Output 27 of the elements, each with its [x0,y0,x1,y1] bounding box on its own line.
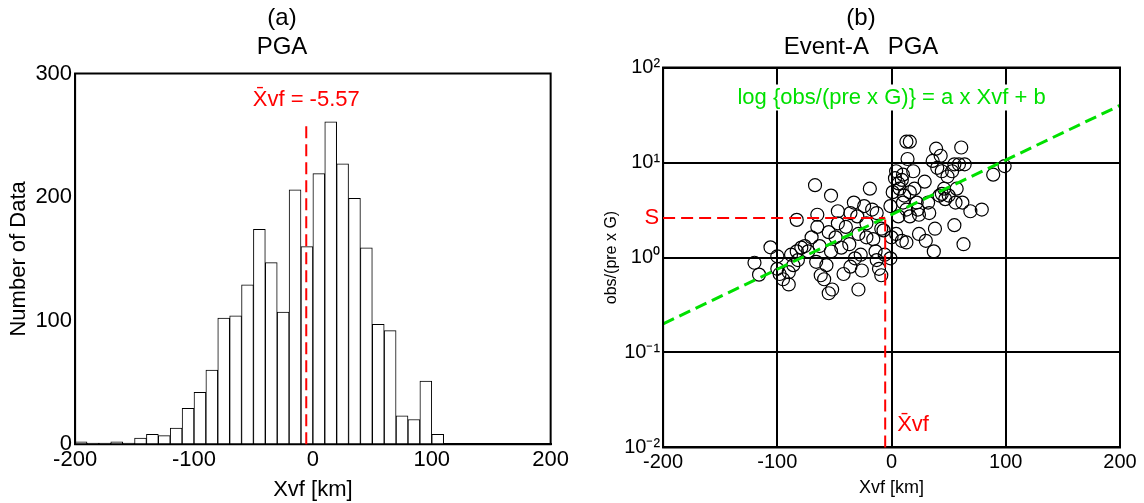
y-axis-title: obs/(pre x G) [602,210,620,305]
y-tick-label: 10⁻¹ [624,339,661,362]
chart-title: (b) [846,3,876,31]
x-tick-label: 0 [306,446,319,472]
y-tick-label: 200 [35,183,73,209]
x-axis-title: Xvf [km] [273,475,353,501]
ref-line-label: S [644,204,660,230]
y-axis-title: Number of Data [5,180,31,337]
x-tick-label: 0 [885,449,898,472]
x-tick-label: 100 [413,446,451,472]
y-tick-label: 10¹ [631,150,661,173]
chart-subtitle: Event-A PGA [783,31,939,59]
chart-subtitle: PGA [256,31,308,59]
x-tick-label: 200 [1103,449,1137,472]
chart-title: (a) [267,3,297,31]
ref-line-label: X̄vf [897,411,930,437]
y-tick-label: 300 [35,59,73,85]
y-tick-label: 100 [35,306,73,332]
series-label: log {obs/(pre x G)} = a x Xvf + b [737,83,1046,109]
ref-line-label: X̄vf = -5.57 [252,85,360,111]
y-tick-label: 10² [631,55,661,78]
x-tick-label: -100 [757,449,798,472]
x-tick-label: -100 [171,446,217,472]
x-tick-label: 200 [532,446,570,472]
x-tick-label: 100 [989,449,1023,472]
x-axis-title: Xvf [km] [859,477,925,498]
y-tick-label: 10⁰ [630,245,661,268]
